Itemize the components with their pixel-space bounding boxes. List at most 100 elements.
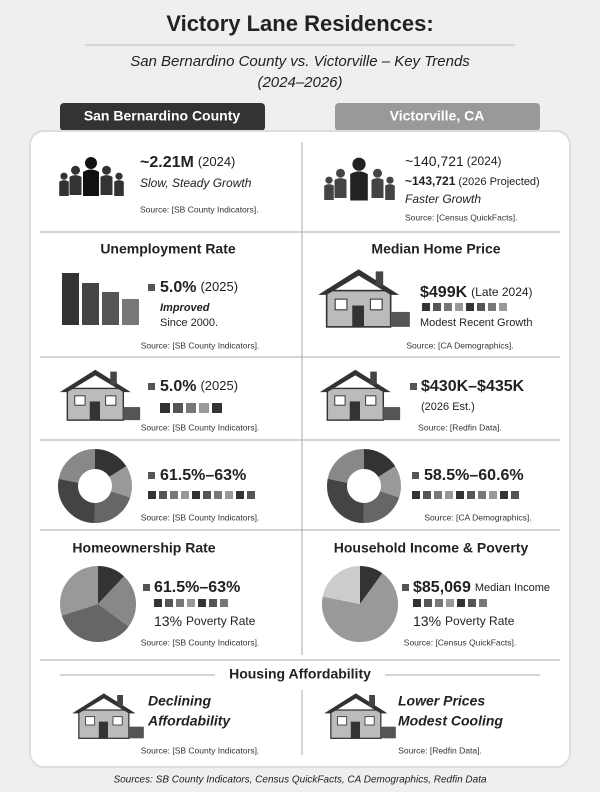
square-row-part xyxy=(247,491,255,499)
value: $499K xyxy=(420,284,468,301)
dividers xyxy=(40,142,560,755)
bar-icon-part xyxy=(102,292,119,325)
value: 13% xyxy=(154,613,182,629)
people-icon-part xyxy=(114,172,124,196)
square-row-part xyxy=(154,599,162,607)
square-row-part xyxy=(423,491,431,499)
source: Source: [Redfin Data]. xyxy=(398,745,482,755)
square-row-part xyxy=(173,403,183,413)
people-icon-part xyxy=(324,176,334,200)
square-row-part xyxy=(212,403,222,413)
square-row-part xyxy=(446,599,454,607)
people-icon-part xyxy=(385,176,395,200)
square-row xyxy=(148,491,255,499)
square-row-part xyxy=(203,491,211,499)
value: 5.0% xyxy=(160,378,196,395)
section-heading: Homeownership Rate xyxy=(72,540,215,556)
square-row-part xyxy=(225,491,233,499)
square-row-part xyxy=(220,599,228,607)
bar-icon-part xyxy=(122,299,139,325)
population-value: ~2.21M (2024) xyxy=(140,154,235,171)
bullet xyxy=(412,472,419,479)
note: Modest Recent Growth xyxy=(420,317,533,329)
square-row-part xyxy=(422,303,430,311)
value: 5.0% xyxy=(160,279,196,296)
square-row xyxy=(413,599,487,607)
note: Declining xyxy=(148,693,211,709)
tab-right xyxy=(335,103,540,131)
footer: Sources: SB County Indicators, Census Qu… xyxy=(113,775,487,786)
donut-icon-part xyxy=(327,449,401,523)
donut-icon-part xyxy=(327,449,401,523)
note: Lower Prices xyxy=(398,693,485,709)
source: Source: [SB County Indicators]. xyxy=(141,422,260,432)
square-row xyxy=(160,403,222,413)
bullet xyxy=(402,584,409,591)
year: (2025) xyxy=(200,378,238,393)
subtitle: San Bernardino County vs. Victorville – … xyxy=(130,53,470,70)
people-icon-part xyxy=(350,157,368,201)
square-row-part xyxy=(187,599,195,607)
note: Slow, Steady Growth xyxy=(140,176,252,190)
square-row-part xyxy=(477,303,485,311)
year: (2024) xyxy=(467,154,502,168)
card xyxy=(29,130,571,768)
pie-icon xyxy=(322,566,398,642)
label: Median Income xyxy=(475,582,550,594)
source: Source: [SB County Indicators]. xyxy=(141,745,260,755)
source: Source: [Census QuickFacts]. xyxy=(404,637,516,647)
source: Source: [SB County Indicators]. xyxy=(141,512,260,522)
pie-icon-part xyxy=(60,566,136,642)
square-row-part xyxy=(209,599,217,607)
years: (2024–2026) xyxy=(257,74,342,91)
year: (2024) xyxy=(198,154,236,169)
source: Source: [SB County Indicators]. xyxy=(141,637,260,647)
square-row-part xyxy=(148,491,156,499)
note: Improved xyxy=(160,302,210,314)
square-row-part xyxy=(434,491,442,499)
square-row-part xyxy=(467,491,475,499)
square-row-part xyxy=(160,403,170,413)
square-row-part xyxy=(468,599,476,607)
square-row-part xyxy=(412,491,420,499)
bullet xyxy=(148,383,155,390)
title: Victory Lane Residences: xyxy=(166,11,433,36)
pie-icon-part xyxy=(60,566,136,642)
square-row xyxy=(422,303,507,311)
square-row-part xyxy=(176,599,184,607)
people-icon-part xyxy=(83,157,99,196)
square-row-part xyxy=(199,403,209,413)
square-row-part xyxy=(236,491,244,499)
square-row-part xyxy=(435,599,443,607)
value: ~143,721 xyxy=(405,174,456,188)
donut-icon xyxy=(327,449,401,523)
bullet xyxy=(148,284,155,291)
square-row-part xyxy=(500,491,508,499)
value: 13% xyxy=(413,613,441,629)
income-value: $85,069 Median Income xyxy=(413,579,550,596)
donut-icon-part xyxy=(58,449,132,523)
bar-icon-part xyxy=(62,273,79,325)
square-row-part xyxy=(198,599,206,607)
value: 58.5%–60.6% xyxy=(424,467,524,484)
square-row xyxy=(154,599,228,607)
section-heading: Housing Affordability xyxy=(229,666,371,682)
section-heading: Median Home Price xyxy=(371,241,500,257)
population-value: ~140,721 (2024) xyxy=(405,153,501,169)
square-row-part xyxy=(455,303,463,311)
source: Source: [Redfin Data]. xyxy=(418,422,502,432)
square-row-part xyxy=(478,491,486,499)
value: 61.5%–63% xyxy=(160,467,246,484)
year: (Late 2024) xyxy=(471,285,532,299)
source: Source: [Census QuickFacts]. xyxy=(405,212,517,222)
pie-icon-part xyxy=(60,566,136,642)
column-title: Victorville, CA xyxy=(390,108,485,124)
value: $430K–$435K xyxy=(421,378,525,395)
bullet xyxy=(143,584,150,591)
people-icon-part xyxy=(59,172,69,196)
note: Faster Growth xyxy=(405,192,481,206)
tab-left xyxy=(60,103,265,131)
value: ~140,721 xyxy=(405,153,464,169)
